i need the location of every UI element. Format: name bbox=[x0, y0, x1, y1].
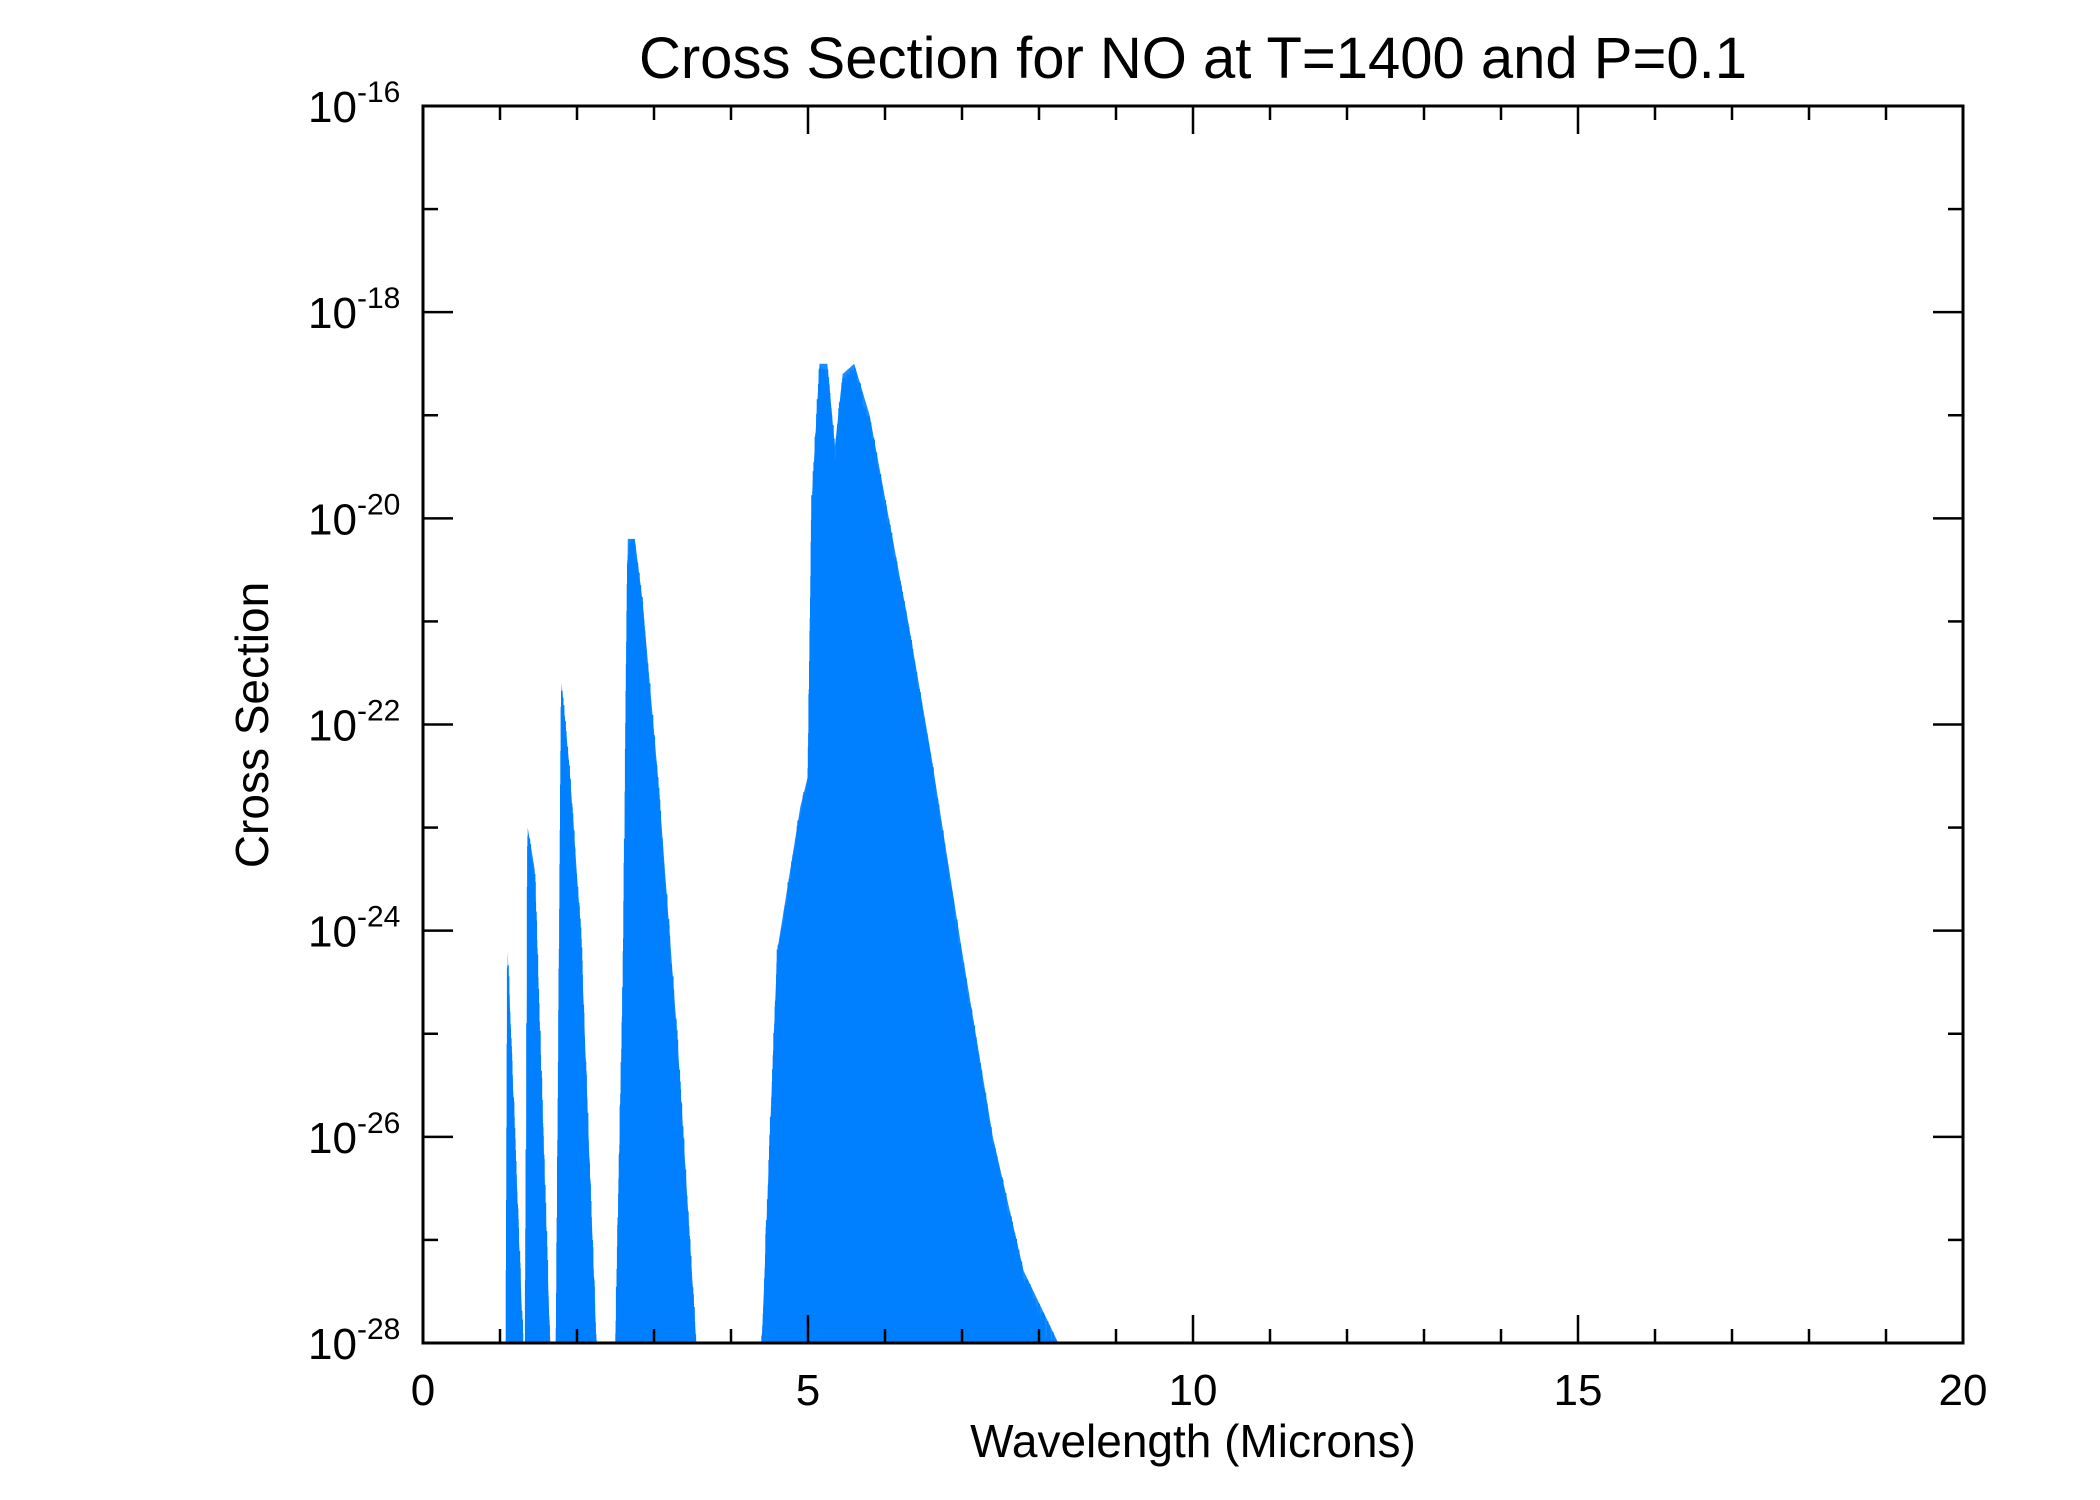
y-axis-label: Cross Section bbox=[226, 582, 278, 868]
x-tick-labels: 0 5 10 15 20 bbox=[411, 1366, 1988, 1415]
spectrum-band bbox=[505, 951, 524, 1343]
spectrum-band bbox=[524, 827, 551, 1343]
x-tick-label: 5 bbox=[796, 1366, 820, 1415]
y-tick-label: 10-22 bbox=[308, 695, 400, 751]
x-tick-label: 0 bbox=[411, 1366, 435, 1415]
x-tick-label: 10 bbox=[1169, 1366, 1218, 1415]
x-tick-label: 20 bbox=[1939, 1366, 1988, 1415]
band-lines bbox=[615, 539, 697, 1343]
axis-ticks bbox=[421, 104, 1965, 1345]
y-tick-label: 10-28 bbox=[308, 1313, 400, 1369]
band-lines bbox=[555, 690, 597, 1343]
x-axis-label: Wavelength (Microns) bbox=[970, 1415, 1416, 1467]
y-tick-label: 10-24 bbox=[308, 901, 400, 957]
spectrum-band bbox=[761, 363, 1059, 1343]
band-lines bbox=[505, 965, 524, 1343]
spectrum-series bbox=[505, 363, 1059, 1343]
y-tick-label: 10-16 bbox=[308, 76, 400, 132]
y-tick-label: 10-26 bbox=[308, 1107, 400, 1163]
chart-title: Cross Section for NO at T=1400 and P=0.1 bbox=[639, 26, 1747, 91]
band-lines bbox=[761, 366, 1057, 1343]
band-lines bbox=[524, 836, 551, 1343]
spectrum-band bbox=[615, 538, 697, 1343]
y-tick-labels: 10-16 10-18 10-20 10-22 10-24 10-26 10-28 bbox=[308, 76, 400, 1369]
y-tick-label: 10-20 bbox=[308, 488, 400, 544]
y-tick-label: 10-18 bbox=[308, 282, 400, 338]
x-tick-label: 15 bbox=[1554, 1366, 1603, 1415]
spectrum-band bbox=[555, 683, 597, 1343]
